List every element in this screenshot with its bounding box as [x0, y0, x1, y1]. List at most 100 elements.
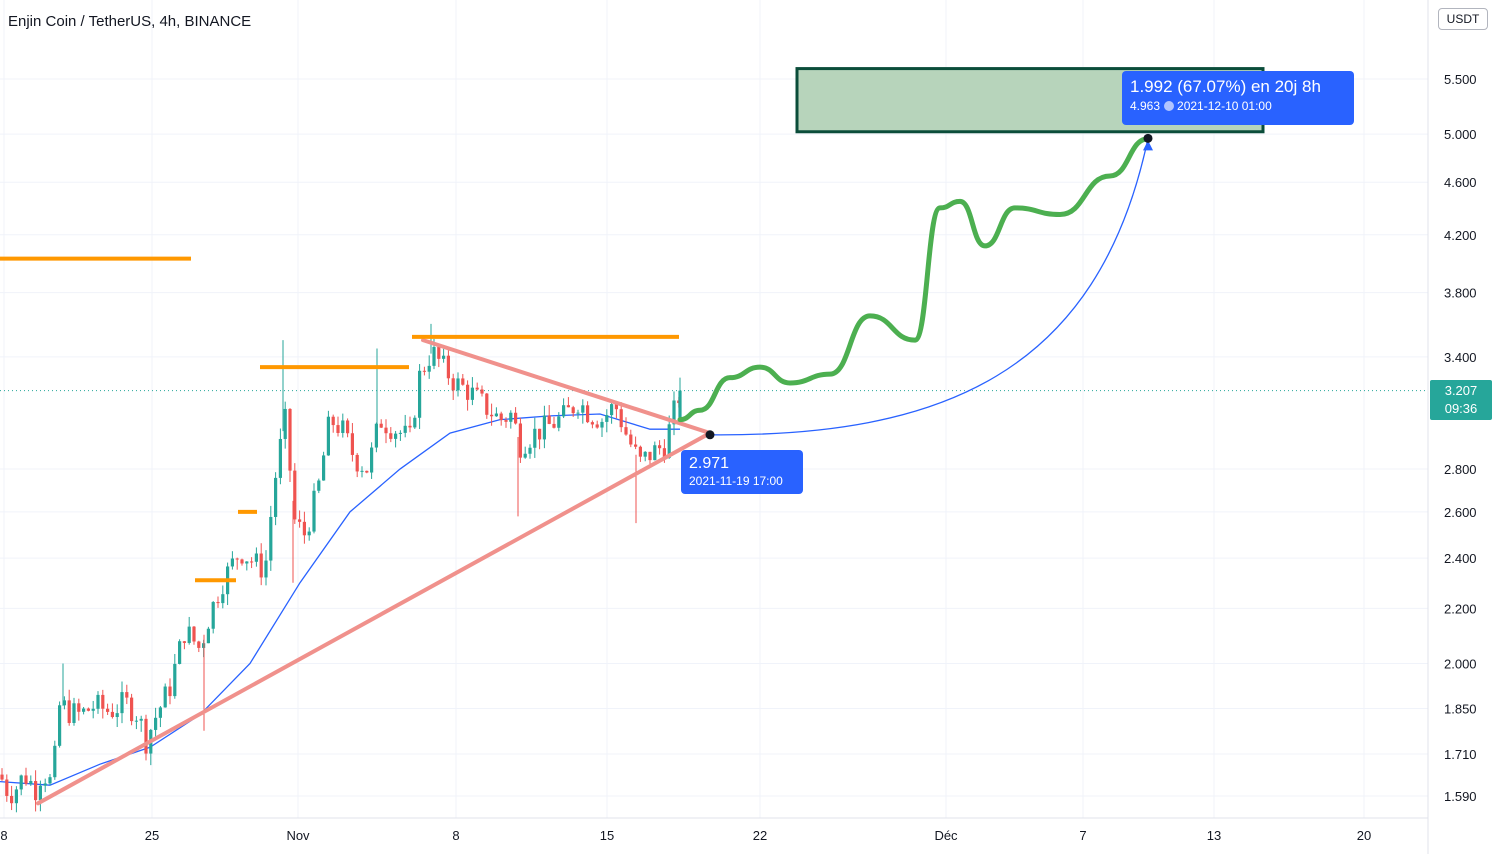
candle-body — [413, 417, 417, 428]
moving-average-layer — [0, 413, 680, 786]
candle-body — [269, 516, 273, 561]
last-price-tag: 3.207 09:36 — [1430, 380, 1492, 420]
candle-body — [298, 519, 302, 522]
candle-body — [566, 405, 570, 408]
candle-body — [283, 408, 287, 439]
time-tick-label: 22 — [753, 828, 767, 843]
candle-body — [120, 692, 124, 714]
candle-body — [38, 785, 42, 801]
candle-body — [624, 427, 628, 435]
candle-body — [485, 393, 489, 415]
price-tick-label: 1.710 — [1444, 747, 1477, 762]
candle-body — [288, 408, 292, 471]
candle-body — [408, 425, 412, 428]
candle-body — [110, 711, 114, 718]
candle-body — [538, 428, 542, 440]
candle-body — [422, 370, 426, 372]
price-tick-label: 1.590 — [1444, 789, 1477, 804]
measure-start-price: 2.971 — [689, 455, 730, 472]
candle-body — [10, 795, 14, 804]
candle-body — [437, 347, 441, 359]
candle-body — [19, 775, 23, 790]
currency-badge[interactable]: USDT — [1438, 8, 1488, 30]
projection-path — [677, 136, 1151, 423]
measure-end-label[interactable]: 1.992 (67.07%) en 20j 8h 4.963 2021-12-10… — [1122, 71, 1354, 125]
candle-body — [173, 663, 177, 697]
candle-body — [336, 425, 340, 433]
candle-body — [394, 433, 398, 439]
candle-body — [442, 355, 446, 359]
time-tick-label: 25 — [145, 828, 159, 843]
measure-start-label[interactable]: 2.971 2021-11-19 17:00 — [681, 450, 803, 494]
candle-body — [154, 717, 158, 730]
candle-body — [432, 347, 436, 366]
candle-body — [91, 708, 95, 711]
time-tick-label: 8 — [0, 828, 7, 843]
candle-body — [278, 438, 282, 478]
triangle-trendline — [421, 338, 712, 436]
candle-body — [634, 444, 638, 447]
candle-body — [130, 697, 134, 722]
candle-body — [197, 641, 201, 648]
candle-body — [499, 413, 503, 421]
price-axis-panel — [1428, 0, 1496, 854]
candle-body — [576, 412, 580, 414]
candle-body — [187, 626, 191, 643]
candle-body — [398, 432, 402, 434]
time-axis: 8 25 Nov 8 15 22 Déc 7 13 20 — [0, 817, 1428, 843]
candle-body — [182, 641, 186, 643]
candle-body — [542, 415, 546, 440]
candle-body — [326, 416, 330, 456]
symbol-title[interactable]: Enjin Coin / TetherUS, 4h, BINANCE — [8, 13, 252, 30]
candle-body — [14, 789, 18, 804]
candle-body — [475, 387, 479, 390]
candle-body — [384, 427, 388, 434]
candle-body — [658, 445, 662, 449]
candle-body — [389, 433, 393, 439]
price-tick-label: 2.800 — [1444, 462, 1477, 477]
candle-body — [115, 713, 119, 718]
candle-body — [250, 561, 254, 563]
candle-body — [518, 423, 522, 458]
candle-body — [523, 453, 527, 458]
candle-body — [456, 378, 460, 391]
measure-end-point — [1143, 133, 1153, 143]
candle-body — [77, 703, 81, 712]
candle-body — [504, 420, 508, 422]
price-tick-label: 2.000 — [1444, 656, 1477, 671]
price-tick-label: 2.200 — [1444, 601, 1477, 616]
candle-body — [235, 558, 239, 560]
candle-body — [144, 718, 148, 754]
candle-body — [466, 384, 470, 400]
candle-body — [614, 404, 618, 410]
candle-body — [168, 686, 172, 697]
candle-body — [221, 594, 225, 604]
candle-body — [86, 708, 90, 711]
candle-body — [331, 416, 335, 426]
candle-body — [557, 416, 561, 428]
candle-body — [24, 775, 28, 784]
candle-body — [29, 781, 33, 784]
time-tick-label: 7 — [1079, 828, 1086, 843]
candle-body — [494, 413, 498, 417]
candle-body — [125, 692, 129, 698]
candle-body — [653, 445, 657, 461]
candle-body — [355, 454, 359, 472]
measure-end-date: 2021-12-10 01:00 — [1177, 99, 1272, 113]
candle-body — [648, 451, 652, 461]
candle-body — [72, 703, 76, 723]
candle-body — [365, 470, 369, 473]
candle-body — [178, 641, 182, 664]
candle-body — [158, 707, 162, 718]
candle-body — [446, 355, 450, 379]
price-tick-label: 5.000 — [1444, 127, 1477, 142]
candle-body — [302, 521, 306, 536]
candle-body — [346, 420, 350, 434]
candle-body — [230, 558, 234, 567]
measure-start-date: 2021-11-19 17:00 — [689, 474, 783, 488]
candle-body — [259, 553, 263, 578]
candle-body — [509, 412, 513, 422]
candle-body — [590, 422, 594, 425]
candle-body — [245, 561, 249, 564]
